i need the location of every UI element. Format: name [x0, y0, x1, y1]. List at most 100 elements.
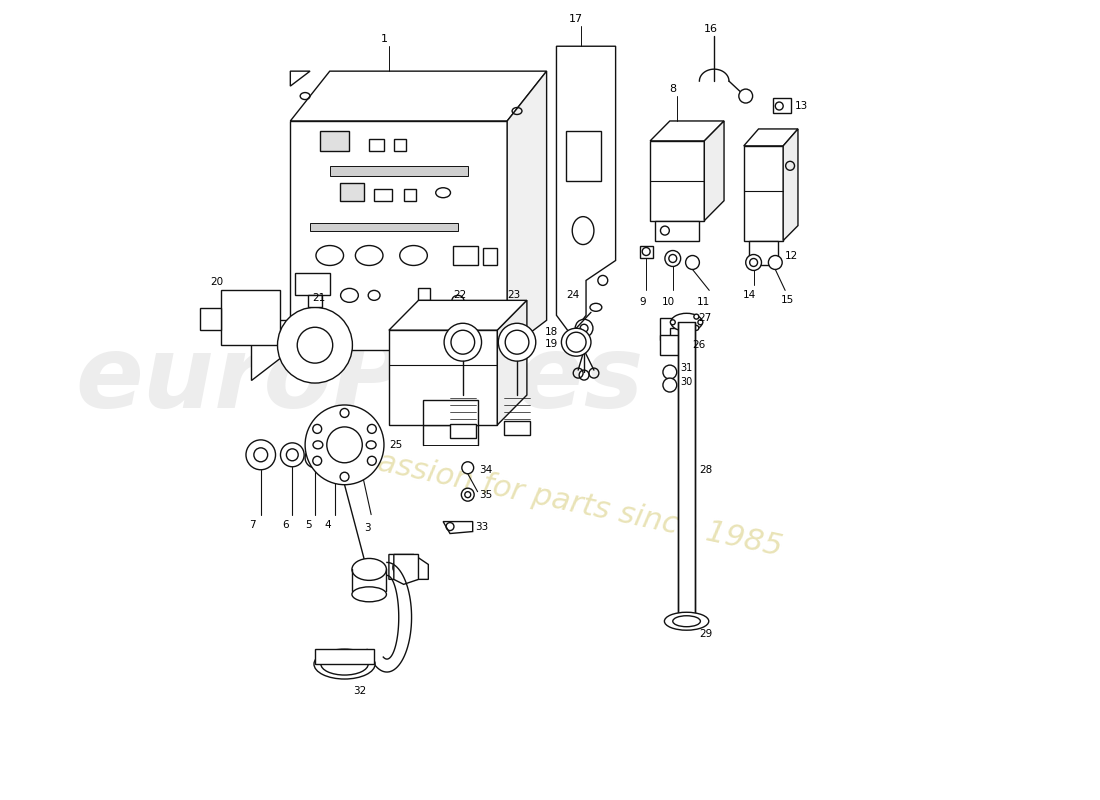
Polygon shape [654, 221, 700, 241]
Polygon shape [251, 320, 290, 380]
Text: 23: 23 [507, 290, 520, 300]
Text: 25: 25 [389, 440, 403, 450]
Circle shape [664, 250, 681, 266]
Circle shape [340, 409, 349, 418]
Text: 8: 8 [669, 84, 676, 94]
Text: 11: 11 [696, 298, 710, 307]
Circle shape [327, 427, 362, 462]
Circle shape [367, 425, 376, 434]
Polygon shape [290, 121, 507, 350]
Polygon shape [744, 129, 798, 146]
Text: 7: 7 [250, 519, 256, 530]
Circle shape [312, 425, 321, 434]
Text: 6: 6 [282, 519, 288, 530]
Text: 35: 35 [480, 490, 493, 500]
Polygon shape [290, 71, 310, 86]
Ellipse shape [561, 328, 591, 356]
Bar [773, 98, 791, 113]
Text: 34: 34 [480, 465, 493, 474]
Ellipse shape [673, 616, 701, 626]
Circle shape [694, 314, 698, 319]
Text: 3: 3 [364, 522, 371, 533]
Ellipse shape [321, 653, 368, 675]
Ellipse shape [352, 587, 386, 602]
Circle shape [280, 443, 304, 466]
Bar [483, 247, 497, 266]
Polygon shape [290, 71, 547, 121]
Polygon shape [330, 166, 468, 176]
Circle shape [340, 472, 349, 482]
Polygon shape [783, 129, 798, 241]
Text: 13: 13 [795, 101, 808, 111]
Circle shape [326, 451, 343, 469]
Bar [450, 424, 475, 438]
Bar [221, 290, 280, 345]
Circle shape [286, 449, 298, 461]
Text: 24: 24 [566, 290, 580, 300]
Circle shape [566, 332, 586, 352]
Circle shape [305, 448, 324, 468]
Ellipse shape [355, 246, 383, 266]
Polygon shape [557, 46, 616, 335]
Circle shape [312, 456, 321, 466]
Circle shape [461, 488, 474, 501]
Polygon shape [394, 554, 418, 584]
Text: 22: 22 [453, 290, 466, 300]
Bar [374, 189, 392, 201]
Polygon shape [704, 121, 724, 221]
Polygon shape [389, 330, 497, 425]
Bar [566, 131, 601, 181]
Polygon shape [660, 318, 694, 340]
Polygon shape [443, 522, 473, 534]
Circle shape [393, 559, 408, 575]
Circle shape [462, 462, 474, 474]
Bar [504, 421, 530, 435]
Polygon shape [389, 300, 527, 330]
Text: 27: 27 [698, 314, 712, 323]
Polygon shape [389, 554, 428, 579]
Text: 5: 5 [305, 519, 311, 530]
Circle shape [739, 89, 752, 103]
Polygon shape [744, 146, 783, 241]
Bar [340, 182, 364, 201]
Text: 14: 14 [742, 290, 757, 300]
Bar [660, 335, 690, 355]
Ellipse shape [664, 612, 708, 630]
Ellipse shape [572, 217, 594, 245]
Circle shape [297, 327, 332, 363]
Bar [308, 295, 322, 307]
Polygon shape [497, 300, 527, 425]
Polygon shape [749, 241, 779, 266]
Text: 16: 16 [704, 24, 718, 34]
Circle shape [254, 448, 267, 462]
Text: 20: 20 [210, 278, 223, 287]
Text: 26: 26 [693, 340, 706, 350]
Text: 28: 28 [700, 465, 713, 474]
Circle shape [663, 378, 676, 392]
Text: 32: 32 [353, 686, 366, 696]
Circle shape [353, 454, 370, 470]
Text: a passion for parts since 1985: a passion for parts since 1985 [328, 438, 785, 562]
Text: 29: 29 [700, 629, 713, 639]
Bar [394, 139, 406, 151]
Circle shape [685, 255, 700, 270]
Text: 33: 33 [475, 522, 488, 531]
Ellipse shape [399, 246, 427, 266]
Polygon shape [650, 121, 724, 141]
Bar [453, 246, 477, 266]
Polygon shape [507, 71, 547, 350]
Circle shape [367, 456, 376, 466]
Bar [418, 288, 430, 300]
Bar [199, 308, 221, 330]
Ellipse shape [314, 649, 375, 679]
Text: 19: 19 [546, 339, 559, 349]
Bar [678, 322, 695, 614]
Circle shape [663, 365, 676, 379]
Circle shape [310, 453, 320, 462]
Text: 12: 12 [785, 250, 799, 261]
Circle shape [305, 405, 384, 485]
Text: euroPares: euroPares [75, 331, 644, 429]
Ellipse shape [498, 323, 536, 361]
Ellipse shape [590, 303, 602, 311]
Circle shape [451, 330, 475, 354]
